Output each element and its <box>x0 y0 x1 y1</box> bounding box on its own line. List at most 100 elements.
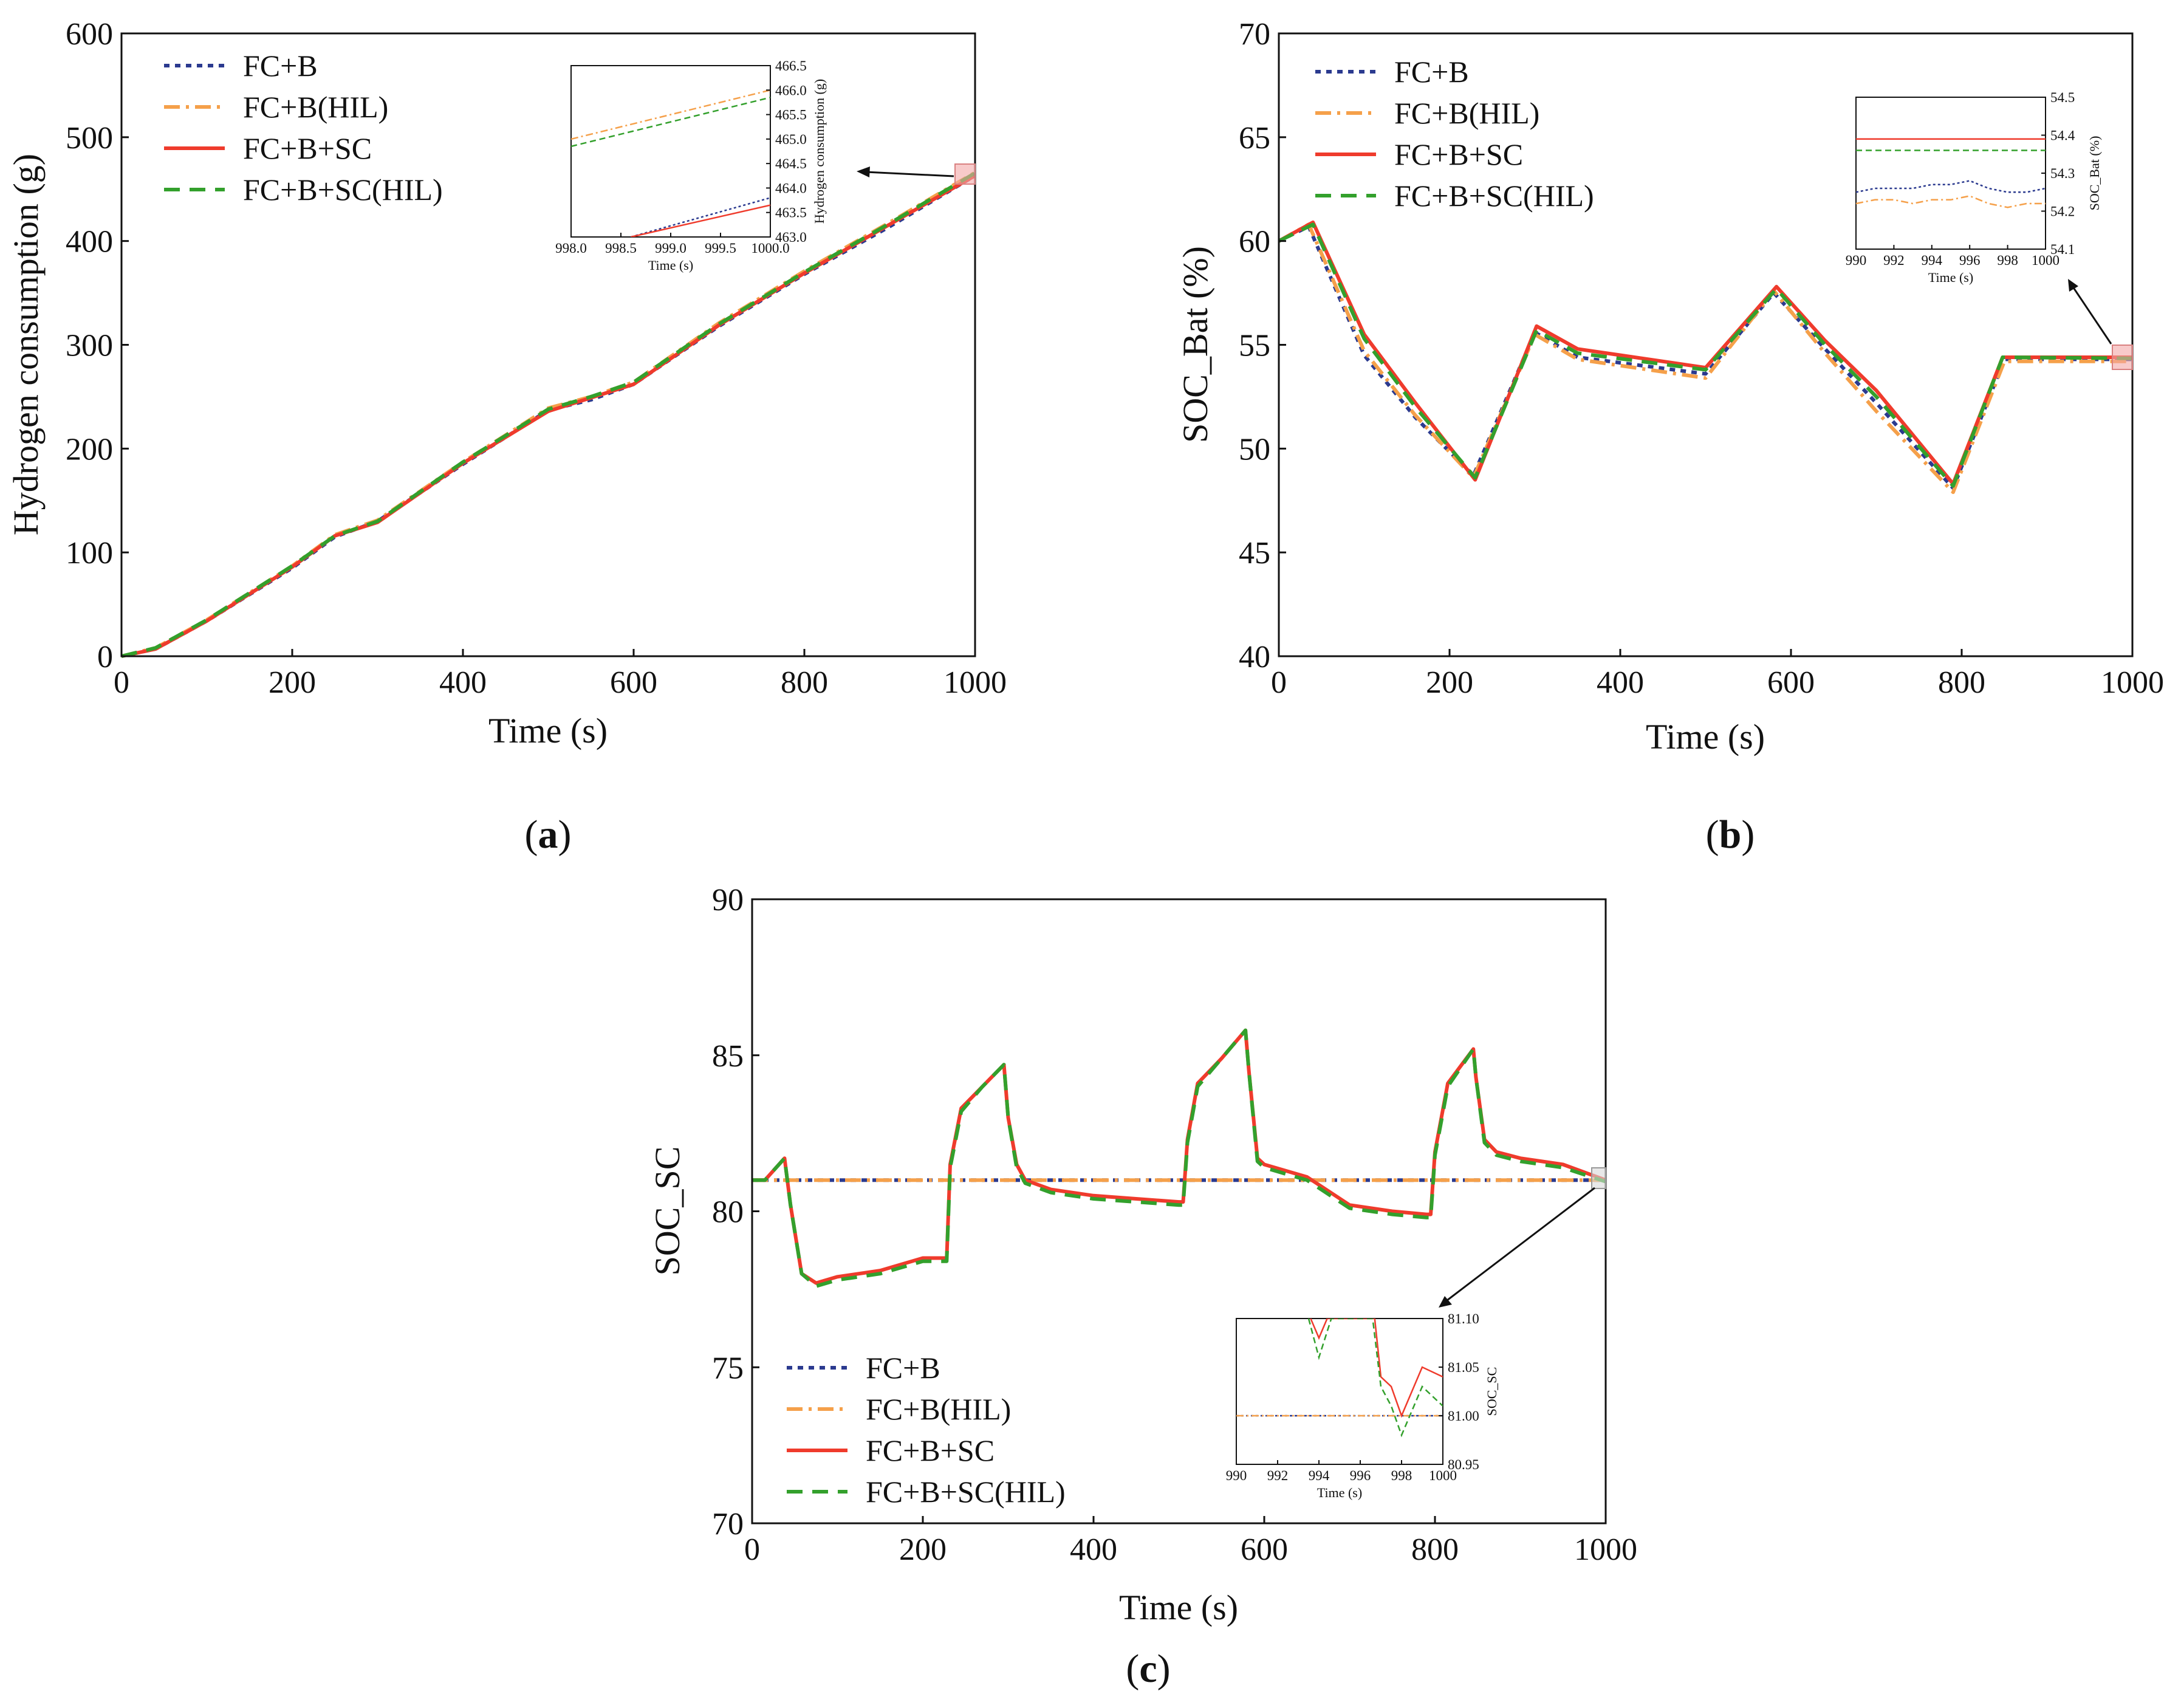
panel-a-inset-y-tick-label: 463.5 <box>775 205 807 221</box>
panel-a-inset-y-tick-label: 464.5 <box>775 156 807 171</box>
panel-b-zoom-marker <box>2112 345 2132 369</box>
panel-c-inset-x-tick-label: 996 <box>1350 1468 1371 1483</box>
figure: 0 200 400 600 800 1000 0 100 200 300 400 500 600 Tim… <box>0 0 2181 1708</box>
panel-a-x-tick-label: 400 <box>439 665 487 700</box>
panel-c-y-tick-label: 75 <box>712 1351 744 1385</box>
panel-b-inset-y-tick-label: 54.1 <box>2050 242 2075 257</box>
panel-c-inset-y-axis-label: SOC_SC <box>1484 1367 1499 1416</box>
panel-a-label: (a) <box>525 812 572 857</box>
panel-b-inset-x-axis-label: Time (s) <box>1928 270 1973 285</box>
panel-c-inset-x-axis-label: Time (s) <box>1317 1485 1362 1500</box>
panel-c-label: (c) <box>1126 1647 1170 1691</box>
panel-a-legend-label-2: FC+B(HIL) <box>243 90 388 124</box>
panel-a-y-tick-label: 300 <box>66 329 113 363</box>
panel-c-legend-label-4: FC+B+SC(HIL) <box>866 1475 1066 1509</box>
panel-a-x-tick-label: 200 <box>269 665 316 700</box>
panel-c-y-tick-label: 85 <box>712 1039 744 1074</box>
panel-a-y-tick-label: 100 <box>66 536 113 571</box>
panel-c-inset-y-tick-label: 81.05 <box>1448 1360 1479 1375</box>
panel-a-inset-x-tick-label: 999.0 <box>655 241 686 256</box>
panel-c-x-tick-label: 400 <box>1070 1532 1117 1567</box>
panel-b-x-tick-label: 0 <box>1271 665 1287 700</box>
panel-b-y-tick-label: 65 <box>1239 121 1270 156</box>
panel-c-x-tick-label: 600 <box>1241 1532 1288 1567</box>
panel-c-y-tick-label: 80 <box>712 1195 744 1230</box>
panel-b-legend-label-3: FC+B+SC <box>1394 137 1523 171</box>
panel-b-inset-y-tick-label: 54.3 <box>2050 166 2075 181</box>
panel-c-zoom-marker <box>1592 1168 1606 1188</box>
panel-b-inset-x-tick-label: 992 <box>1883 253 1905 268</box>
panel-c-y-tick-label: 70 <box>712 1507 744 1542</box>
panel-c-inset-x-tick-label: 998 <box>1391 1468 1412 1483</box>
panel-c-inset-x-tick-label: 992 <box>1267 1468 1289 1483</box>
panel-a-inset-x-tick-label: 998.5 <box>605 241 637 256</box>
panel-a-x-tick-label: 800 <box>781 665 828 700</box>
panel-c-inset-y-tick-label: 81.00 <box>1448 1408 1479 1424</box>
panel-a-inset-y-tick-label: 464.0 <box>775 180 807 196</box>
panel-a-y-axis-label: Hydrogen consumption (g) <box>6 154 46 535</box>
panel-a-x-axis-label: Time (s) <box>488 711 608 750</box>
panel-b-x-axis-label: Time (s) <box>1646 717 1765 756</box>
panel-a-y-tick-label: 600 <box>66 17 113 52</box>
panel-b-y-axis-label: SOC_Bat (%) <box>1176 246 1215 443</box>
panel-b-inset-x-tick-label: 994 <box>1922 253 1943 268</box>
panel-b-inset-y-tick-label: 54.4 <box>2050 128 2075 143</box>
panel-b-legend-label-1: FC+B <box>1394 55 1469 89</box>
panel-b-x-tick-label: 600 <box>1767 665 1815 700</box>
panel-a-inset-x-tick-label: 998.0 <box>555 241 587 256</box>
panel-b-y-tick-label: 55 <box>1239 329 1270 363</box>
panel-a-legend-label-4: FC+B+SC(HIL) <box>243 173 443 207</box>
panel-b-x-tick-label: 200 <box>1426 665 1473 700</box>
panel-c-y-axis-label: SOC_SC <box>648 1147 687 1276</box>
panel-c-x-tick-label: 1000 <box>1574 1532 1637 1567</box>
panel-a-y-tick-label: 500 <box>66 121 113 156</box>
panel-b-inset-x-tick-label: 996 <box>1959 253 1981 268</box>
panel-a-y-tick-label: 400 <box>66 225 113 259</box>
panel-c-x-axis-label: Time (s) <box>1119 1588 1238 1627</box>
panel-a-legend-label-1: FC+B <box>243 49 318 83</box>
panel-b-y-tick-label: 40 <box>1239 640 1270 674</box>
panel-c-inset-x-tick-label: 990 <box>1226 1468 1247 1483</box>
panel-a-inset-x-tick-label: 999.5 <box>705 241 736 256</box>
panel-b-inset-y-axis-label: SOC_Bat (%) <box>2087 136 2102 211</box>
panel-b-x-tick-label: 1000 <box>2101 665 2164 700</box>
panel-b-y-tick-label: 50 <box>1239 432 1270 467</box>
panel-c-inset-y-tick-label: 81.10 <box>1448 1311 1479 1326</box>
panel-b-inset-y-tick-label: 54.2 <box>2050 204 2075 219</box>
panel-b-letter: b <box>1719 812 1742 857</box>
panel-a-inset-y-tick-label: 463.0 <box>775 230 807 245</box>
panel-b-y-tick-label: 70 <box>1239 17 1270 52</box>
panel-c-legend-label-1: FC+B <box>866 1351 940 1385</box>
panel-b-inset-y-tick-label: 54.5 <box>2050 90 2075 105</box>
panel-c-letter: c <box>1139 1647 1157 1691</box>
panel-a-inset-y-tick-label: 466.5 <box>775 58 807 74</box>
panel-c-inset-y-tick-label: 80.95 <box>1448 1457 1479 1472</box>
panel-a-zoom-marker <box>955 164 975 184</box>
panel-b-legend-label-4: FC+B+SC(HIL) <box>1394 179 1594 213</box>
panel-c-y-tick-label: 90 <box>712 883 744 917</box>
panel-c-x-tick-label: 200 <box>899 1532 947 1567</box>
panel-b-label: (b) <box>1706 812 1755 857</box>
panel-b-y-tick-label: 45 <box>1239 536 1270 571</box>
panel-a-x-tick-label: 600 <box>610 665 657 700</box>
panel-c-inset-x-tick-label: 994 <box>1309 1468 1330 1483</box>
panel-c-legend-label-2: FC+B(HIL) <box>866 1392 1011 1426</box>
panel-a-inset-y-tick-label: 466.0 <box>775 83 807 98</box>
panel-c-legend-label-3: FC+B+SC <box>866 1433 995 1467</box>
panel-a-y-tick-label: 0 <box>97 640 113 674</box>
panel-a-x-tick-label: 1000 <box>943 665 1007 700</box>
panel-a-inset-y-tick-label: 465.0 <box>775 132 807 147</box>
panel-a-legend-label-3: FC+B+SC <box>243 131 372 165</box>
panel-b-x-tick-label: 400 <box>1597 665 1644 700</box>
panel-b-x-tick-label: 800 <box>1938 665 1985 700</box>
panel-a-inset-y-tick-label: 465.5 <box>775 108 807 123</box>
panel-b-inset-x-tick-label: 998 <box>1997 253 2018 268</box>
panel-c-x-tick-label: 800 <box>1411 1532 1459 1567</box>
panel-a-inset-y-axis-label: Hydrogen consumption (g) <box>812 79 827 224</box>
panel-a-inset-x-axis-label: Time (s) <box>648 258 693 273</box>
panel-b-y-tick-label: 60 <box>1239 225 1270 259</box>
panel-a-letter: a <box>538 812 558 857</box>
panel-b-inset-frame <box>1856 97 2046 249</box>
panel-b-inset-x-tick-label: 990 <box>1846 253 1867 268</box>
panel-b-legend-label-2: FC+B(HIL) <box>1394 96 1539 130</box>
